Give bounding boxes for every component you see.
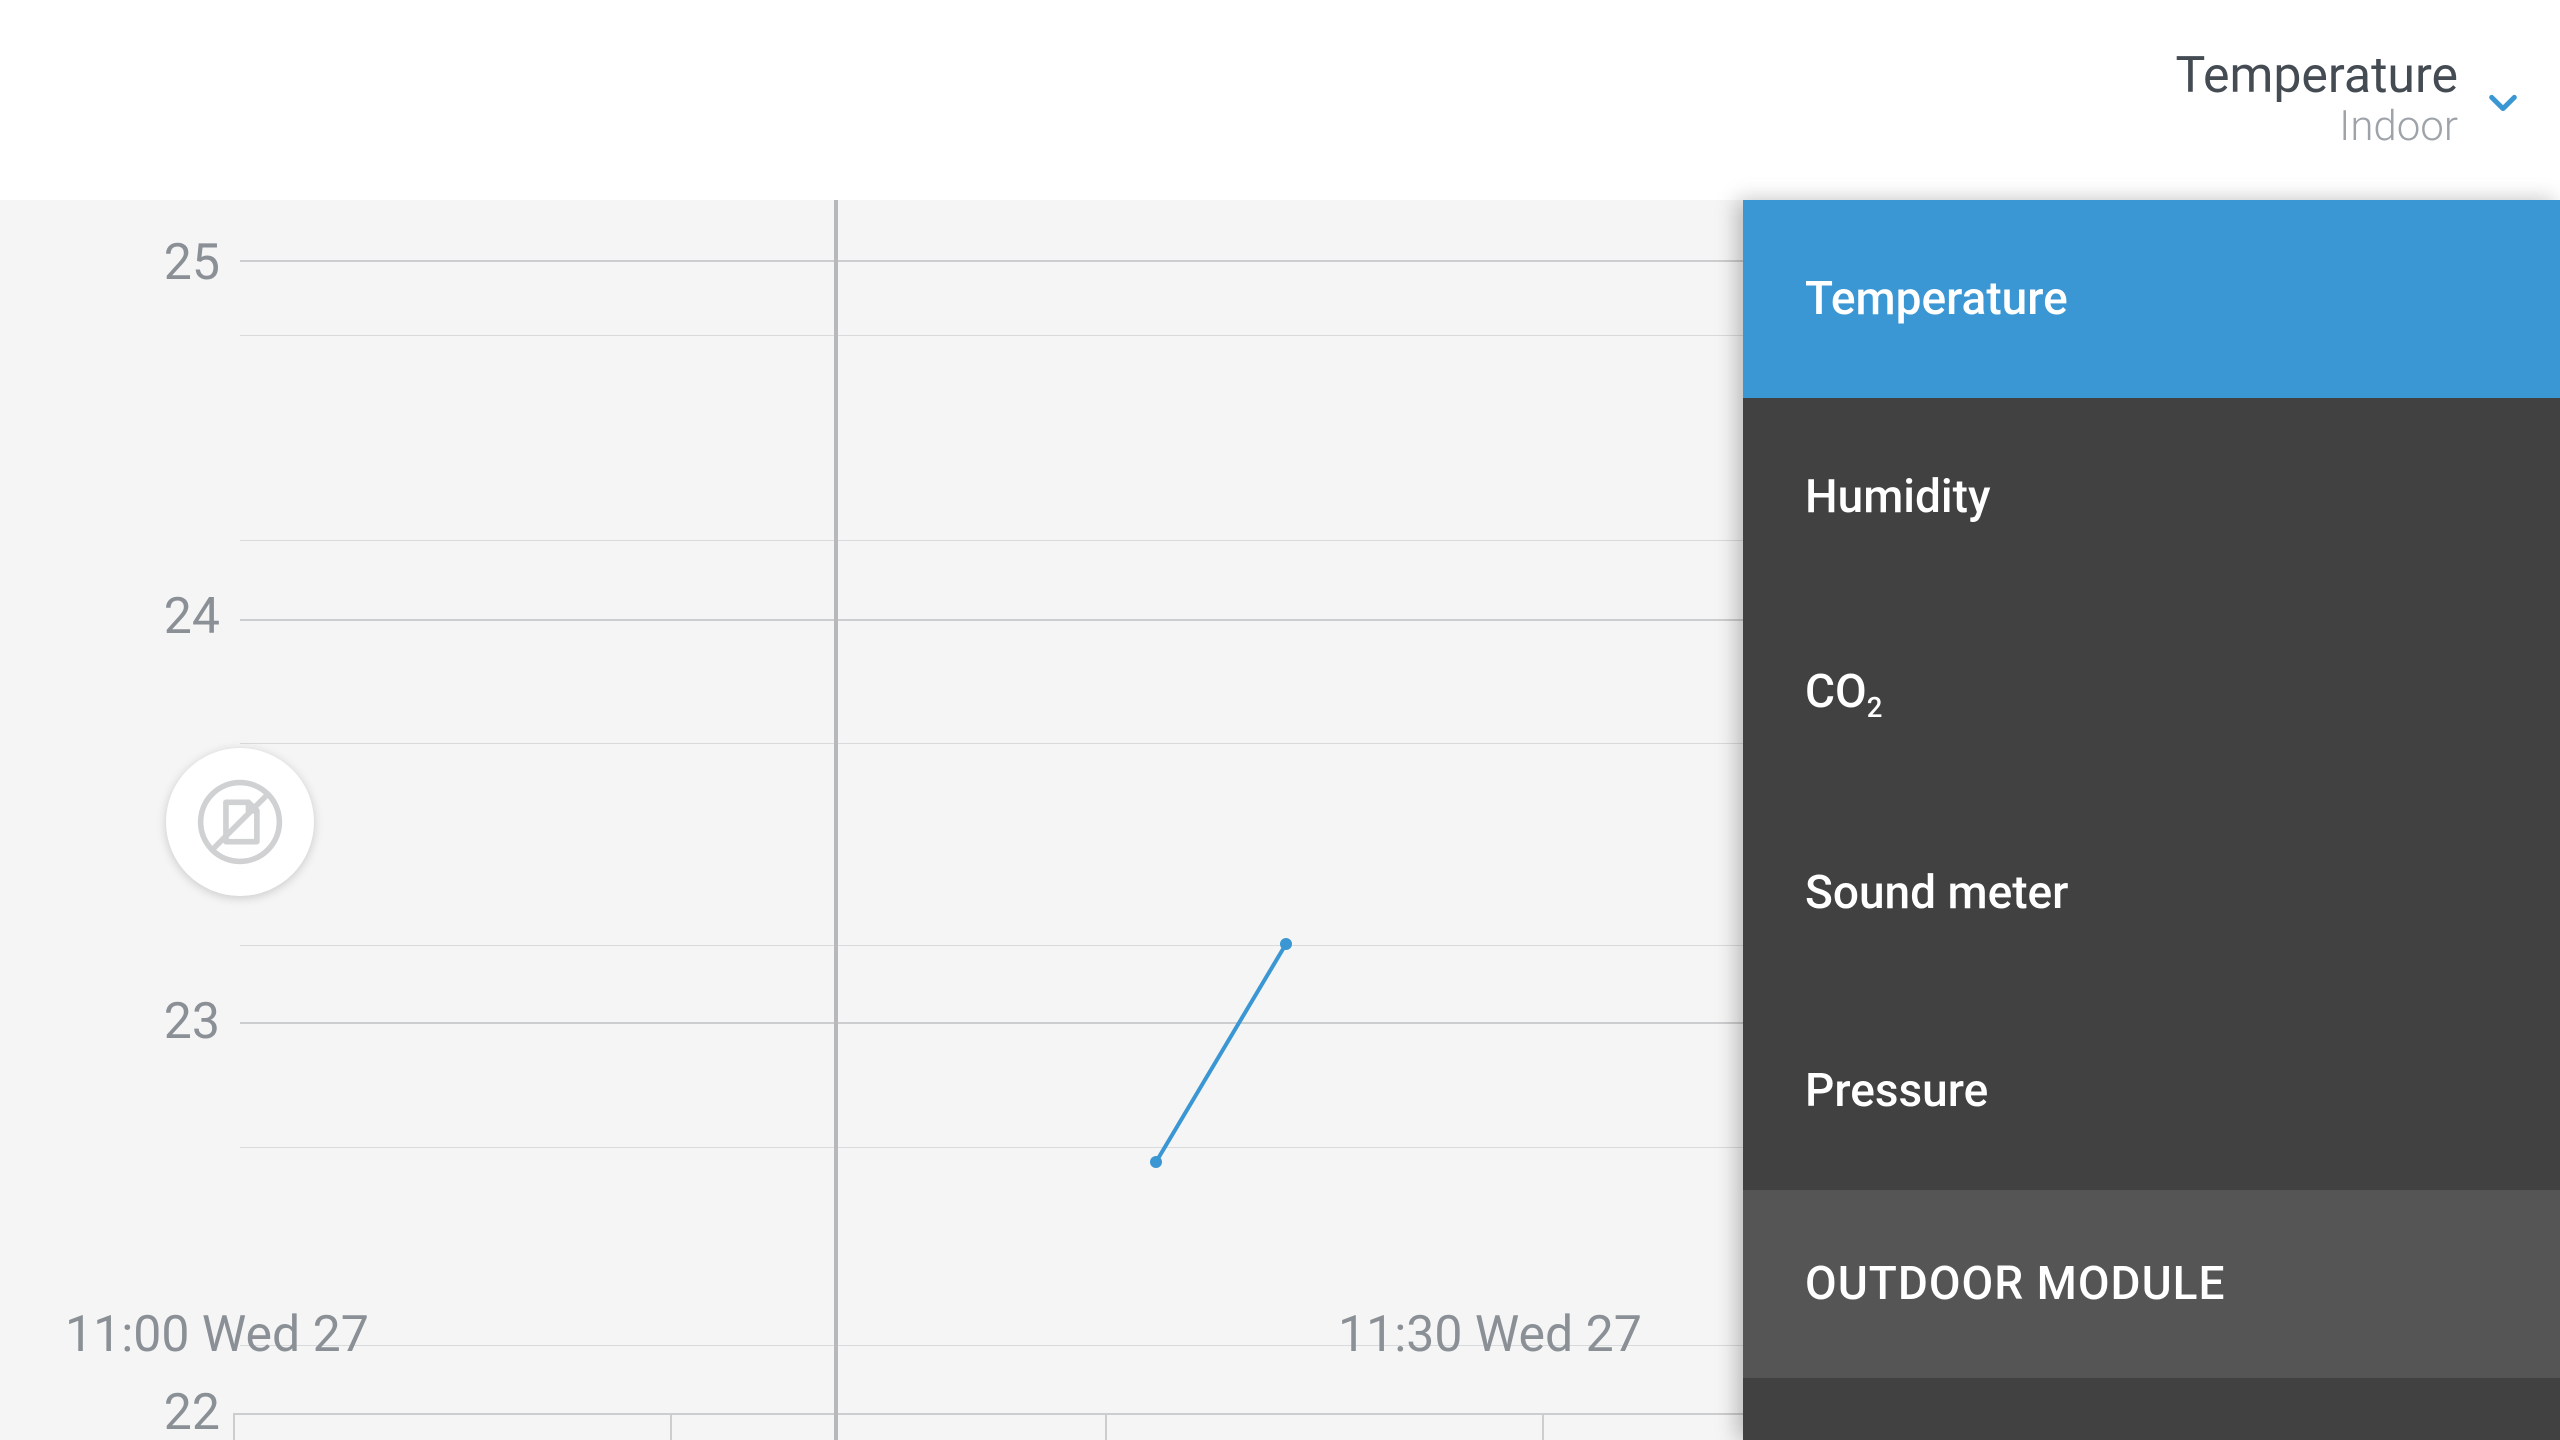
- metric-subtitle: Indoor: [2339, 104, 2458, 150]
- dropdown-section-outdoor[interactable]: OUTDOOR MODULE: [1743, 1190, 2560, 1378]
- dropdown-item-humidity[interactable]: Humidity: [1743, 398, 2560, 596]
- header: Temperature Indoor: [0, 0, 2560, 200]
- dropdown-item-label: Sound meter: [1805, 866, 2068, 920]
- no-data-icon: [166, 748, 314, 896]
- y-axis-label: 25: [20, 234, 220, 292]
- time-reference-line: [834, 200, 838, 1440]
- x-axis-label: 11:30 Wed 27: [1338, 1306, 1642, 1364]
- dropdown-item-label: CO2: [1805, 665, 1882, 724]
- dropdown-item-co2[interactable]: CO2: [1743, 596, 2560, 794]
- dropdown-section-label: OUTDOOR MODULE: [1805, 1257, 2226, 1311]
- x-tick: [1105, 1415, 1107, 1440]
- metric-selector-text: Temperature Indoor: [2176, 49, 2458, 150]
- x-tick: [670, 1415, 672, 1440]
- metric-dropdown-panel: Temperature Humidity CO2 Sound meter Pre…: [1743, 200, 2560, 1440]
- metric-selector[interactable]: Temperature Indoor: [2176, 49, 2520, 150]
- dropdown-item-sound-meter[interactable]: Sound meter: [1743, 794, 2560, 992]
- y-axis-label: 22: [20, 1384, 220, 1440]
- x-tick: [233, 1415, 235, 1440]
- x-tick: [1542, 1415, 1544, 1440]
- metric-title: Temperature: [2176, 49, 2458, 104]
- chevron-down-icon: [2486, 86, 2520, 120]
- x-axis-label: 11:00 Wed 27: [65, 1306, 369, 1364]
- y-axis-label: 23: [20, 993, 220, 1051]
- dropdown-item-label: Pressure: [1805, 1064, 1988, 1118]
- dropdown-item-label: Temperature: [1805, 272, 2068, 326]
- dropdown-item-pressure[interactable]: Pressure: [1743, 992, 2560, 1190]
- dropdown-item-label: Humidity: [1805, 470, 1991, 524]
- y-axis-label: 24: [20, 588, 220, 646]
- dropdown-item-temperature[interactable]: Temperature: [1743, 200, 2560, 398]
